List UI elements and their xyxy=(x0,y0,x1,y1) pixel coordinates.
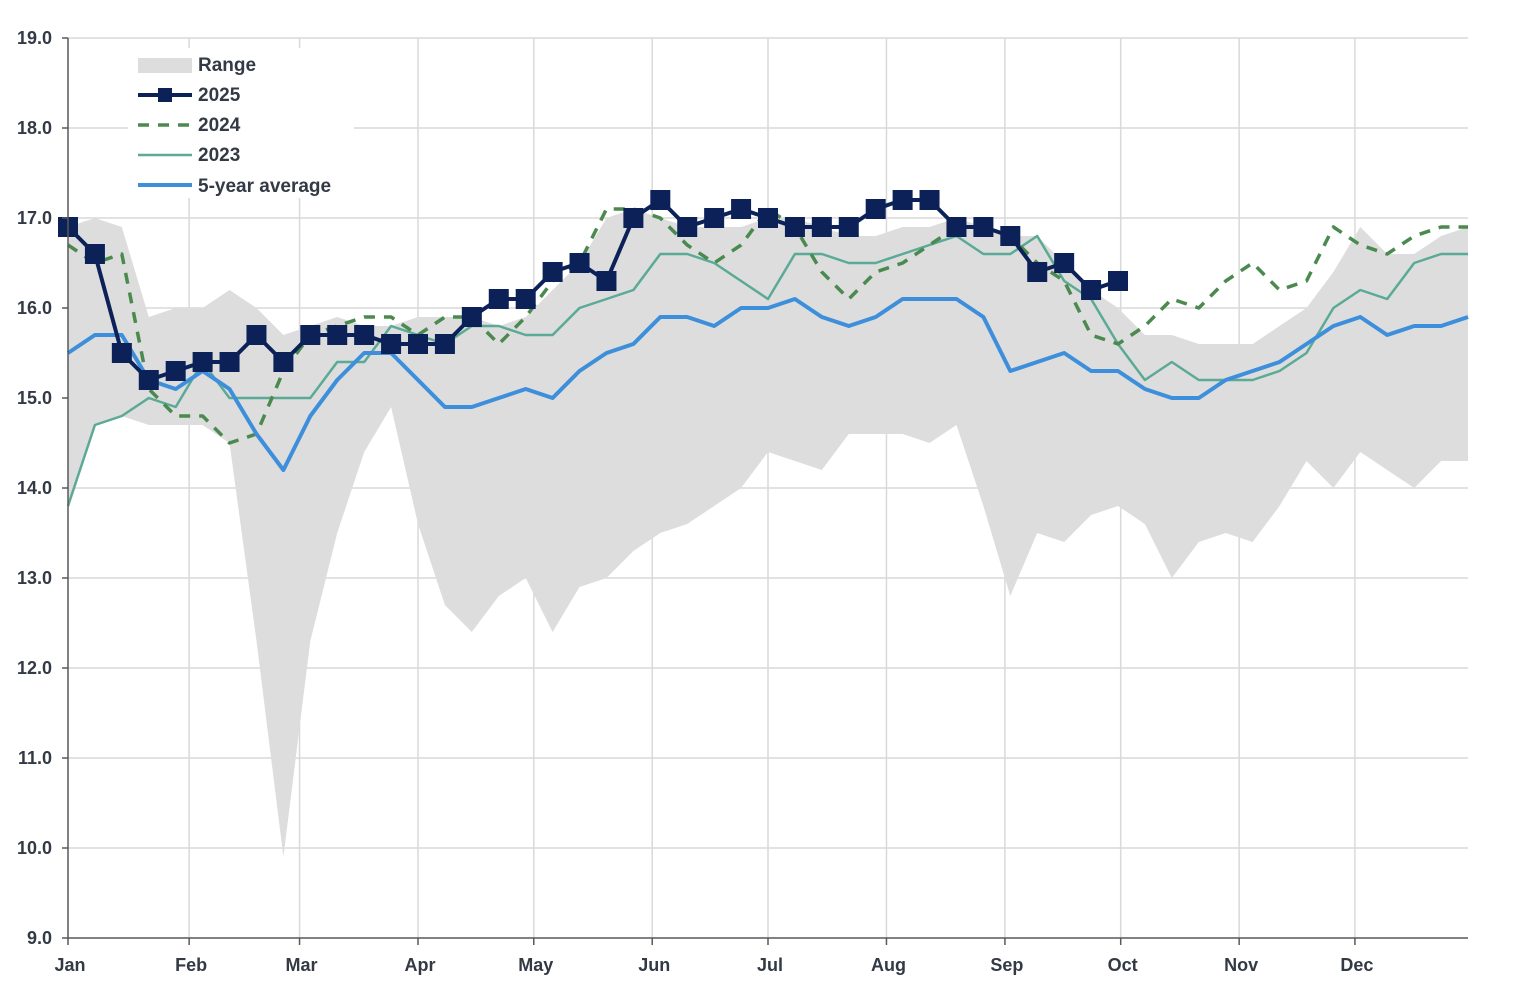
legend-swatch-2025-marker xyxy=(158,88,172,102)
point-2025 xyxy=(811,217,832,237)
legend-label-2023: 2023 xyxy=(198,145,240,166)
point-2025 xyxy=(569,253,590,273)
point-2025 xyxy=(542,262,563,282)
point-2025 xyxy=(892,190,913,210)
x-tick-label: Apr xyxy=(405,955,436,975)
point-2025 xyxy=(1027,262,1048,282)
x-tick-label: Aug xyxy=(871,955,906,975)
point-2025 xyxy=(1108,271,1128,291)
legend-swatch-range xyxy=(138,58,192,73)
series-line-5yr-avg xyxy=(66,297,1469,472)
point-2025 xyxy=(165,361,186,381)
y-tick-label: 15.0 xyxy=(17,388,52,408)
x-tick-label: Mar xyxy=(286,955,318,975)
point-2025 xyxy=(138,370,159,390)
point-2025 xyxy=(1081,280,1102,300)
x-tick-label: Jul xyxy=(757,955,783,975)
series-line-2025 xyxy=(66,198,1119,382)
point-2025 xyxy=(704,208,725,228)
point-2025 xyxy=(461,307,482,327)
y-axis-tick-labels: 19.0 18.0 17.0 16.0 15.0 14.0 13.0 12.0 11.0 10.0… xyxy=(17,28,52,948)
y-tick-label: 12.0 xyxy=(17,658,52,678)
point-2025 xyxy=(381,334,402,354)
y-tick-label: 17.0 xyxy=(17,208,52,228)
point-2025 xyxy=(677,217,698,237)
series-line-2023 xyxy=(66,234,1468,507)
point-2025 xyxy=(1000,226,1021,246)
y-tick-label: 18.0 xyxy=(17,118,52,138)
x-tick-label: May xyxy=(518,955,553,975)
point-2025 xyxy=(784,217,805,237)
point-2025 xyxy=(219,352,240,372)
x-tick-label: Dec xyxy=(1340,955,1373,975)
legend-label-5yr-avg: 5-year average xyxy=(198,176,331,197)
point-2025 xyxy=(919,190,940,210)
axes xyxy=(62,37,1468,945)
x-tick-label: Feb xyxy=(175,955,207,975)
y-tick-label: 9.0 xyxy=(27,928,52,948)
x-tick-label: Nov xyxy=(1224,955,1258,975)
y-tick-label: 13.0 xyxy=(17,568,52,588)
point-2025 xyxy=(273,352,294,372)
x-tick-label: Jan xyxy=(54,955,85,975)
point-2025 xyxy=(596,271,617,291)
series-lines xyxy=(58,190,1469,507)
y-tick-label: 19.0 xyxy=(17,28,52,48)
x-axis-tick-labels: Jan Feb Mar Apr May Jun Jul Aug Sep Oct Nov Dec xyxy=(54,955,1373,975)
point-2025 xyxy=(731,199,752,219)
x-tick-label: Sep xyxy=(990,955,1023,975)
point-2025 xyxy=(650,190,671,210)
y-tick-label: 11.0 xyxy=(18,748,52,768)
point-2025 xyxy=(623,208,644,228)
point-2025 xyxy=(327,325,348,345)
point-2025 xyxy=(408,334,428,354)
point-2025 xyxy=(973,217,994,237)
series-line-2024 xyxy=(67,207,1468,445)
x-tick-label: Oct xyxy=(1108,955,1138,975)
point-2025 xyxy=(84,244,105,264)
legend-label-2024: 2024 xyxy=(198,115,241,136)
legend-label-range: Range xyxy=(198,55,256,76)
point-2025 xyxy=(488,289,509,309)
point-2025 xyxy=(192,352,213,372)
point-2025 xyxy=(300,325,321,345)
point-2025 xyxy=(838,217,859,237)
point-2025 xyxy=(865,199,886,219)
point-2025 xyxy=(246,325,267,345)
point-2025 xyxy=(946,217,967,237)
point-2025 xyxy=(434,334,455,354)
y-tick-label: 10.0 xyxy=(17,838,52,858)
point-2025 xyxy=(354,325,375,345)
x-tick-label: Jun xyxy=(638,955,670,975)
legend-label-2025: 2025 xyxy=(198,85,241,106)
point-2025 xyxy=(111,343,132,363)
point-2025 xyxy=(1054,253,1075,273)
y-tick-label: 14.0 xyxy=(17,478,52,498)
y-tick-label: 16.0 xyxy=(17,298,52,318)
point-2025 xyxy=(758,208,778,228)
legend: Range 2025 2024 2023 5-year average xyxy=(128,48,354,198)
point-2025 xyxy=(515,289,536,309)
